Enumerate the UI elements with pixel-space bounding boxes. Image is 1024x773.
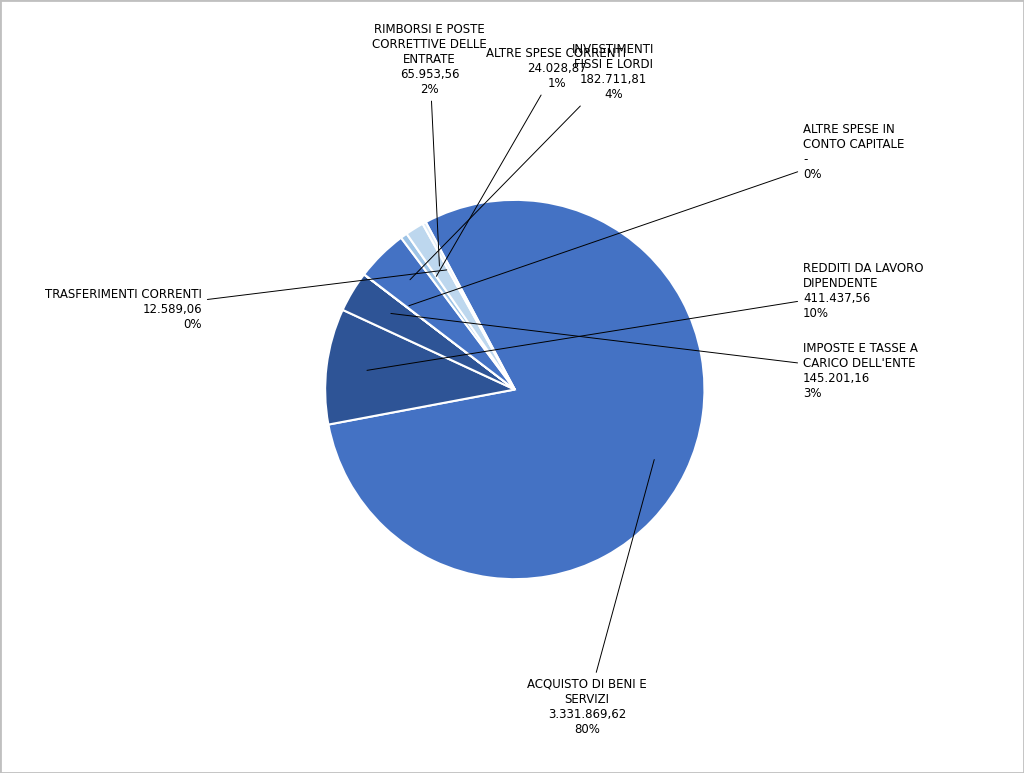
Wedge shape: [329, 200, 705, 579]
Wedge shape: [326, 310, 515, 424]
Text: INVESTIMENTI
FISSI E LORDI
182.711,81
4%: INVESTIMENTI FISSI E LORDI 182.711,81 4%: [410, 43, 654, 280]
Text: ACQUISTO DI BENI E
SERVIZI
3.331.869,62
80%: ACQUISTO DI BENI E SERVIZI 3.331.869,62 …: [527, 460, 654, 736]
Wedge shape: [365, 274, 515, 390]
Wedge shape: [401, 233, 515, 390]
Wedge shape: [343, 274, 515, 390]
Text: ALTRE SPESE IN
CONTO CAPITALE
-
0%: ALTRE SPESE IN CONTO CAPITALE - 0%: [409, 124, 904, 306]
Wedge shape: [407, 223, 515, 390]
Text: REDDITI DA LAVORO
DIPENDENTE
411.437,56
10%: REDDITI DA LAVORO DIPENDENTE 411.437,56 …: [367, 262, 924, 370]
Text: ALTRE SPESE CORRENTI
24.028,87
1%: ALTRE SPESE CORRENTI 24.028,87 1%: [436, 47, 627, 277]
Text: TRASFERIMENTI CORRENTI
12.589,06
0%: TRASFERIMENTI CORRENTI 12.589,06 0%: [45, 270, 446, 332]
Wedge shape: [365, 238, 515, 390]
Wedge shape: [423, 222, 515, 390]
Text: IMPOSTE E TASSE A
CARICO DELL'ENTE
145.201,16
3%: IMPOSTE E TASSE A CARICO DELL'ENTE 145.2…: [391, 314, 918, 400]
Text: RIMBORSI E POSTE
CORRETTIVE DELLE
ENTRATE
65.953,56
2%: RIMBORSI E POSTE CORRETTIVE DELLE ENTRAT…: [372, 22, 486, 266]
